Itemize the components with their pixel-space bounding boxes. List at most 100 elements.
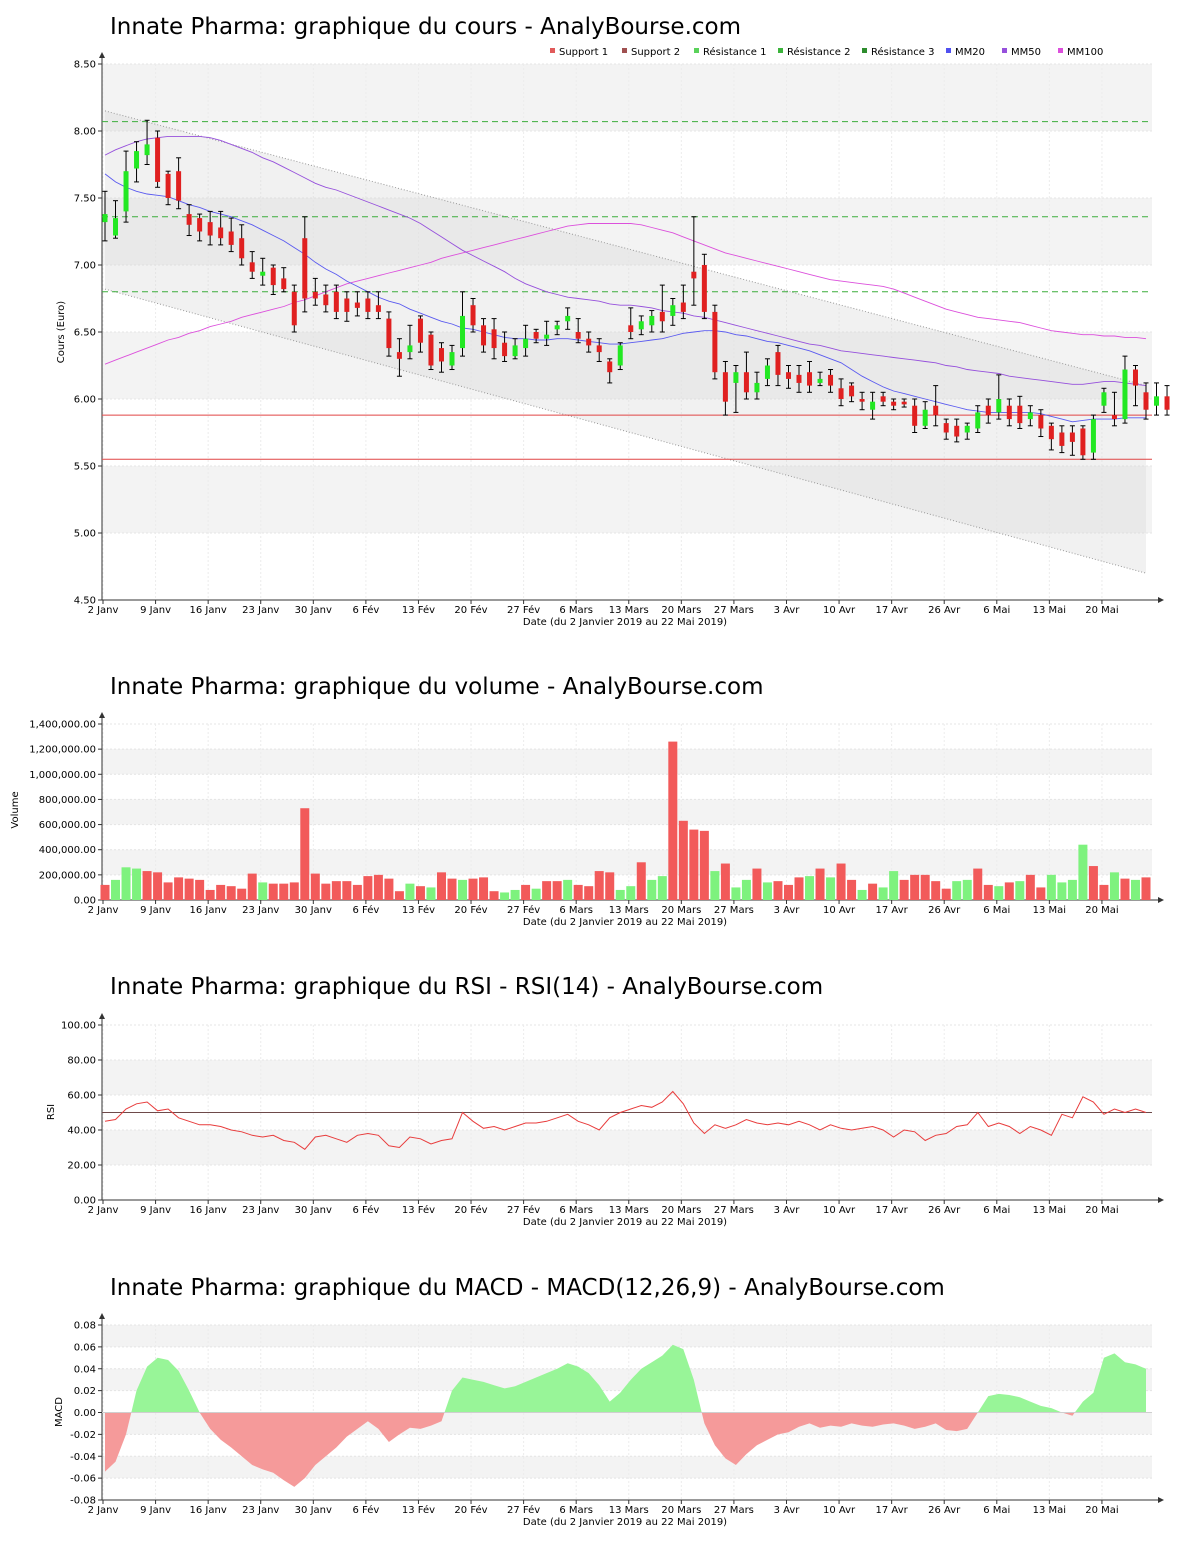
macd-band [102, 1368, 1152, 1391]
rsi-x-tick-label: 26 Avr [928, 1205, 961, 1216]
candle-body [722, 372, 728, 402]
volume-bar [910, 874, 920, 900]
price-x-tick-label: 13 Mars [609, 605, 649, 616]
volume-bar [132, 868, 142, 900]
rsi-x-tick-label: 13 Mai [1033, 1205, 1066, 1216]
volume-x-tick-label: 13 Fév [402, 904, 435, 916]
rsi-x-axis-arrow [1158, 1197, 1164, 1203]
volume-y-axis-label: Volume [10, 791, 21, 828]
candle-body [239, 238, 245, 259]
candle-body [1080, 428, 1086, 456]
rsi-chart: Innate Pharma: graphique du RSI - RSI(14… [46, 974, 1164, 1228]
candle-body [607, 361, 613, 373]
volume-bar [384, 878, 394, 900]
volume-bar [300, 808, 310, 900]
price-x-tick-label: 16 Janv [190, 605, 227, 616]
volume-bar [878, 887, 888, 900]
volume-bar [1046, 874, 1056, 900]
candle-body [670, 305, 676, 316]
rsi-x-tick-label: 20 Mars [661, 1205, 701, 1216]
macd-y-tick-label: 0.04 [74, 1364, 96, 1375]
macd-x-tick-label: 6 Fév [352, 1504, 379, 1516]
macd-x-tick-label: 13 Fév [402, 1504, 435, 1516]
macd-negative-area [199, 1412, 445, 1487]
rsi-x-tick-label: 20 Fév [454, 1204, 487, 1216]
candle-body [1122, 369, 1128, 420]
candle-body [575, 332, 581, 339]
volume-bar [205, 889, 215, 900]
candle-body [302, 238, 308, 299]
volume-bar [826, 877, 836, 900]
macd-y-axis-arrow [99, 1313, 105, 1319]
volume-x-tick-label: 3 Avr [774, 905, 801, 916]
volume-bar [668, 741, 678, 900]
candle-body [638, 321, 644, 330]
rsi-x-tick-label: 6 Fév [352, 1204, 379, 1216]
volume-bar [331, 881, 341, 900]
volume-x-axis-arrow [1158, 897, 1164, 903]
candle-body [617, 345, 623, 366]
volume-bar [1109, 872, 1119, 900]
legend-swatch [1058, 48, 1063, 53]
volume-bar [510, 889, 520, 900]
candle-body [502, 342, 508, 357]
volume-x-tick-label: 2 Janv [88, 905, 119, 916]
volume-bar [458, 879, 468, 900]
rsi-x-axis-label: Date (du 2 Janvier 2019 au 22 Mai 2019) [523, 1217, 727, 1228]
candle-body [1154, 396, 1160, 406]
volume-bar [1120, 878, 1130, 900]
volume-y-axis-arrow [99, 712, 105, 718]
volume-bar [962, 879, 972, 900]
candle-body [249, 262, 255, 272]
rsi-band [102, 1060, 1152, 1095]
volume-bar [899, 879, 909, 900]
volume-bar [657, 876, 667, 900]
candle-body [291, 291, 297, 326]
volume-bar [952, 881, 962, 900]
macd-x-axis-label: Date (du 2 Janvier 2019 au 22 Mai 2019) [523, 1517, 727, 1528]
volume-bar [153, 872, 163, 900]
rsi-x-tick-label: 3 Avr [774, 1205, 801, 1216]
candle-body [586, 338, 592, 346]
candle-body [964, 425, 970, 433]
legend-label: Support 2 [631, 47, 680, 58]
macd-x-tick-label: 26 Avr [928, 1505, 961, 1516]
volume-bar [1130, 879, 1140, 900]
price-y-tick-label: 4.50 [74, 596, 96, 607]
candle-body [954, 425, 960, 437]
rsi-x-tick-label: 9 Janv [140, 1205, 171, 1216]
mm20-line [104, 173, 1146, 423]
volume-bar [174, 877, 184, 900]
volume-bar [184, 878, 194, 900]
legend-label: Résistance 2 [787, 46, 850, 58]
volume-bar [426, 887, 436, 900]
volume-chart-title: Innate Pharma: graphique du volume - Ana… [110, 674, 764, 700]
legend-label: MM100 [1067, 47, 1103, 58]
volume-bar [258, 882, 268, 900]
rsi-x-tick-label: 10 Avr [823, 1205, 856, 1216]
price-x-tick-label: 20 Fév [454, 604, 487, 616]
volume-bar [868, 883, 878, 900]
volume-bar [521, 884, 531, 900]
legend-label: Support 1 [559, 47, 608, 58]
volume-bar [1099, 884, 1109, 900]
trend-channel [105, 110, 1146, 574]
price-chart: Innate Pharma: graphique du cours - Anal… [56, 14, 1170, 628]
volume-bar [310, 873, 320, 900]
legend-label: MM20 [955, 47, 985, 58]
candle-body [144, 144, 150, 156]
volume-x-tick-label: 27 Fév [507, 904, 540, 916]
volume-x-tick-label: 27 Mars [714, 905, 754, 916]
volume-chart: Innate Pharma: graphique du volume - Ana… [10, 674, 1164, 928]
macd-y-tick-label: 0.02 [74, 1386, 96, 1397]
price-x-tick-label: 10 Avr [823, 605, 856, 616]
volume-bar [752, 868, 762, 900]
candle-body [218, 227, 224, 239]
volume-bar [542, 881, 552, 900]
macd-x-tick-label: 9 Janv [140, 1505, 171, 1516]
volume-x-tick-label: 20 Mai [1085, 905, 1118, 916]
volume-bar [1025, 874, 1035, 900]
price-y-tick-label: 7.00 [74, 261, 96, 272]
price-x-tick-label: 9 Janv [140, 605, 171, 616]
candle-body [1090, 419, 1096, 453]
